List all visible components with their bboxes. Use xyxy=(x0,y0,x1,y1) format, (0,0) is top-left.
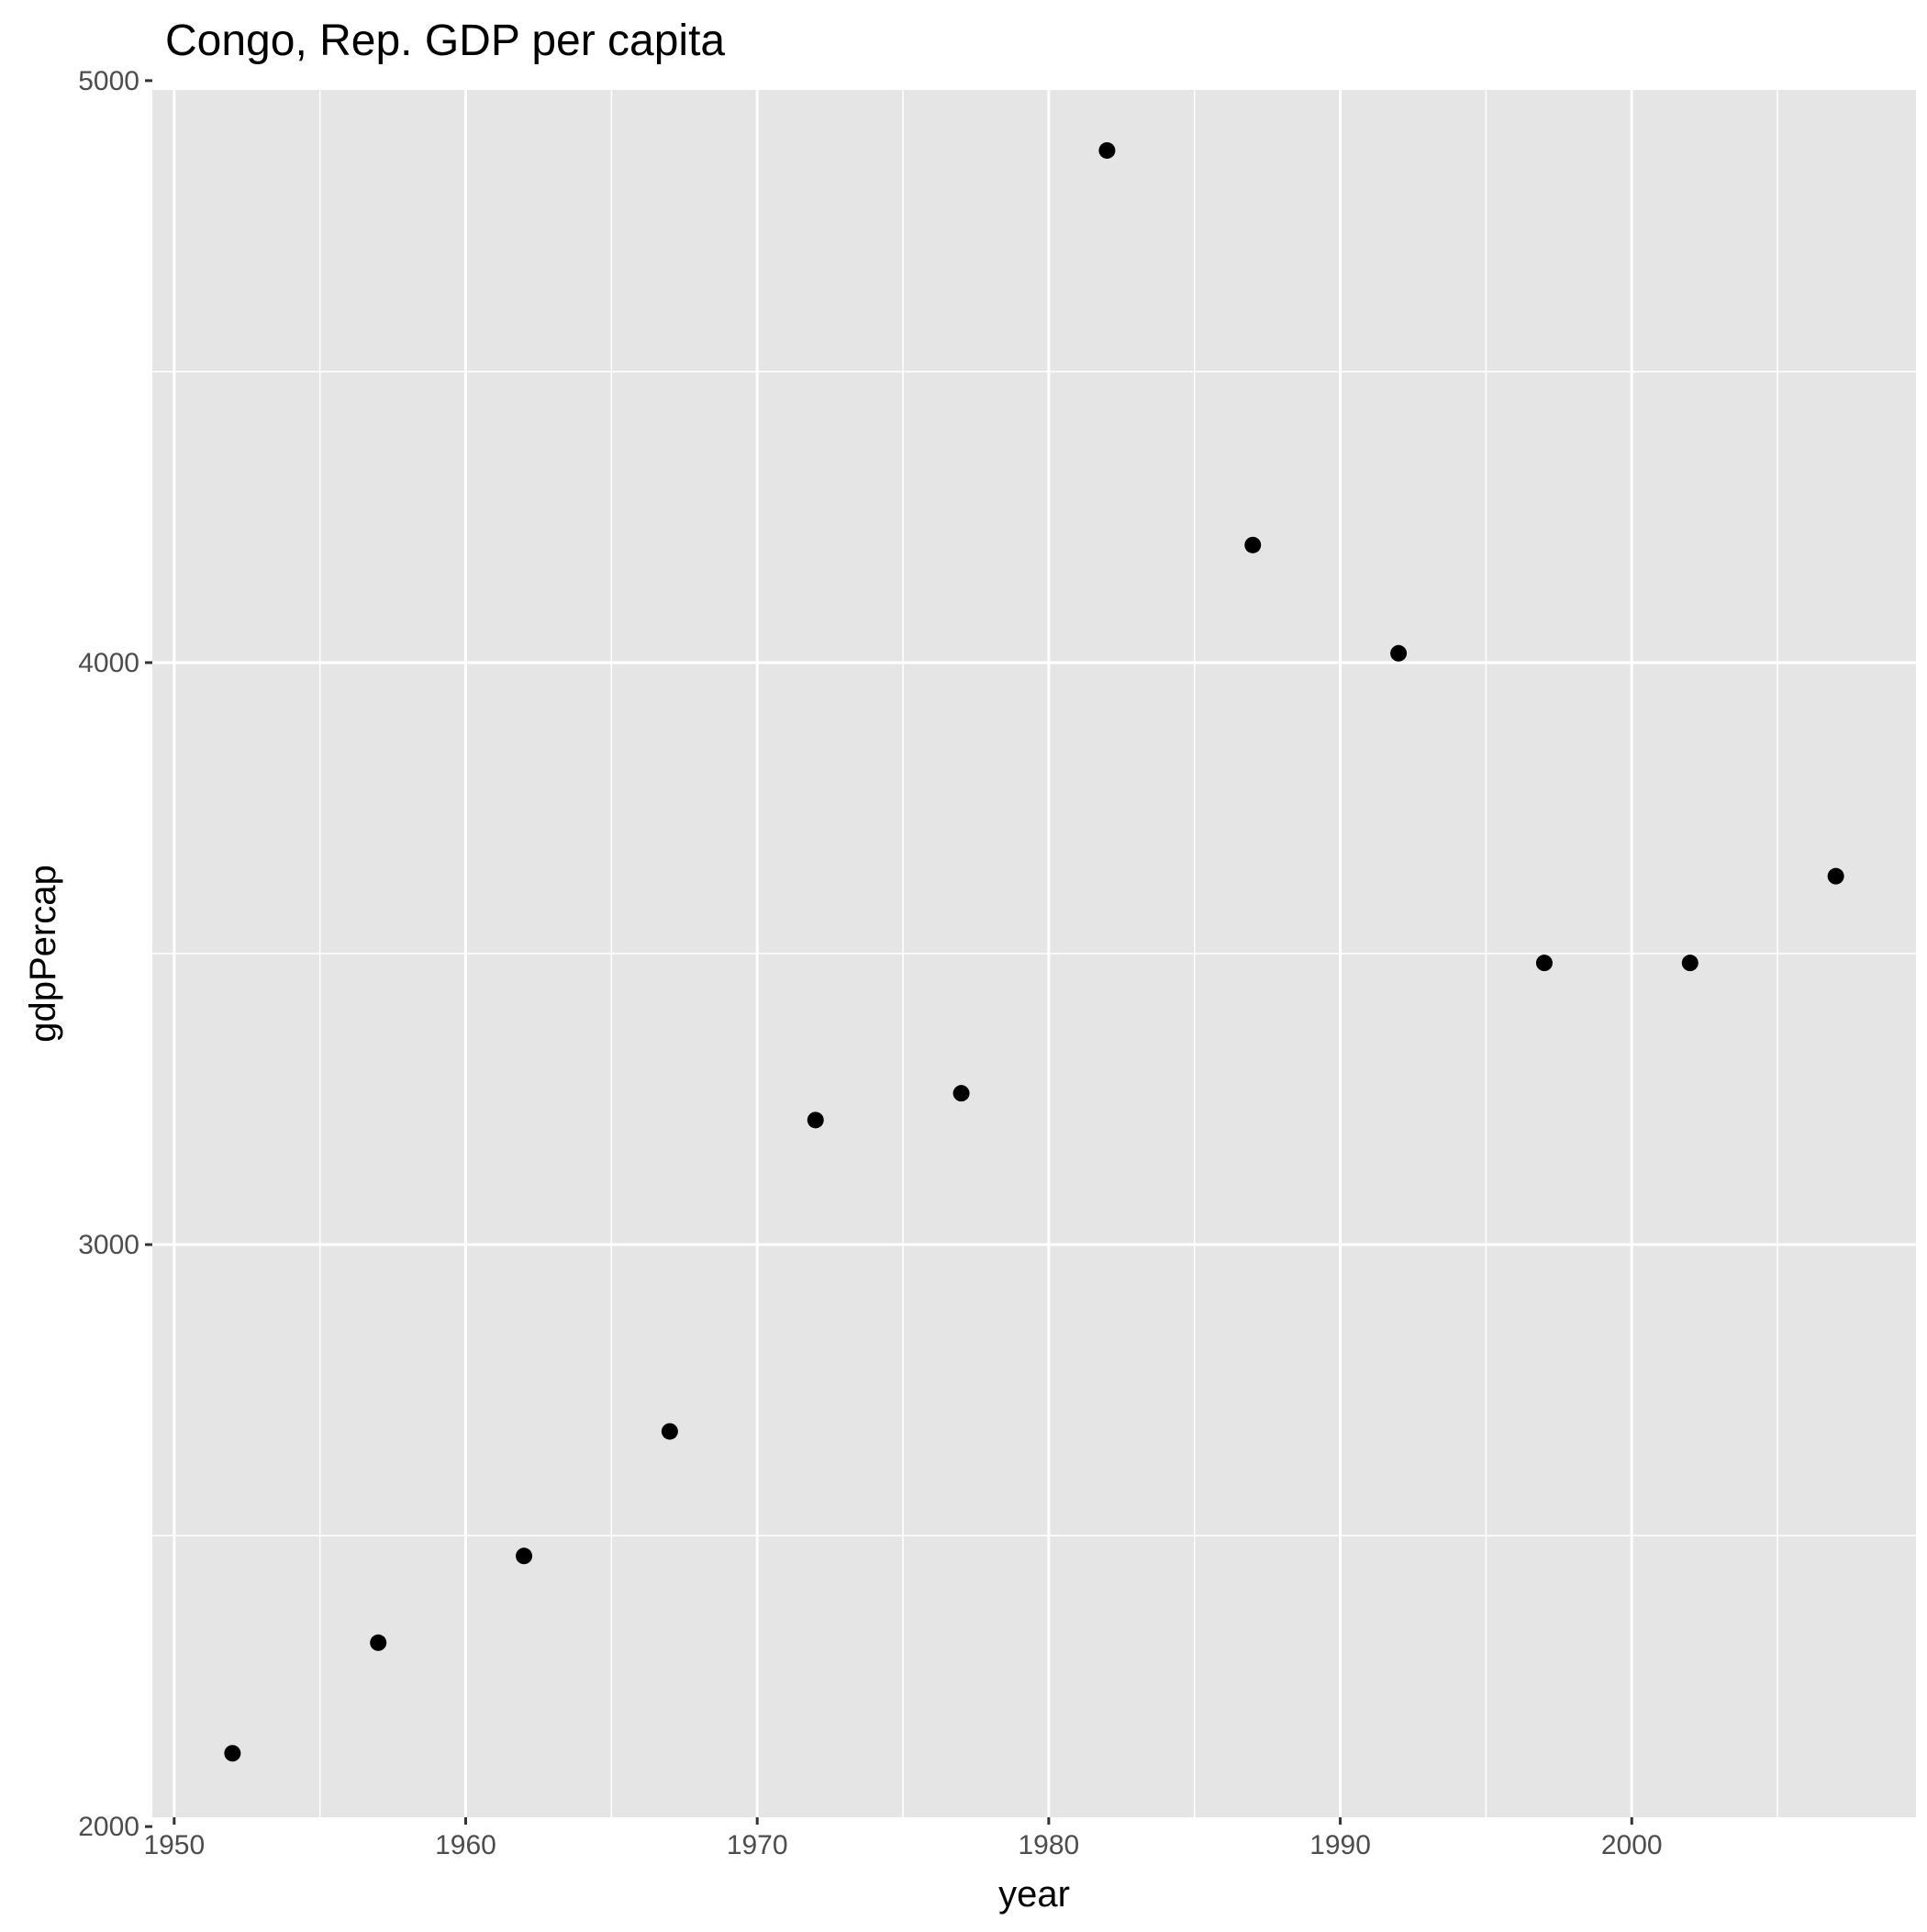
data-point xyxy=(661,1423,678,1440)
x-tick-label: 1980 xyxy=(1019,1830,1080,1860)
x-tick-label: 1960 xyxy=(435,1830,496,1860)
data-point xyxy=(807,1111,824,1129)
data-point xyxy=(952,1085,970,1102)
x-tick-label: 2000 xyxy=(1601,1830,1663,1860)
y-axis: 2000 3000 4000 5000 xyxy=(78,66,152,1842)
data-point xyxy=(1827,867,1844,885)
data-point xyxy=(1390,644,1408,662)
data-point xyxy=(1535,955,1553,972)
data-point xyxy=(1681,955,1699,972)
x-axis-title: year xyxy=(998,1874,1070,1915)
data-point xyxy=(1244,536,1262,553)
y-axis-title: gdpPercap xyxy=(23,865,63,1042)
data-point xyxy=(1098,141,1116,159)
x-tick-label: 1970 xyxy=(727,1830,788,1860)
data-point xyxy=(370,1634,387,1651)
major-gridlines xyxy=(152,79,1916,1828)
y-tick-label: 4000 xyxy=(78,648,139,678)
x-tick-label: 1950 xyxy=(143,1830,205,1860)
y-tick-label: 2000 xyxy=(78,1812,139,1842)
data-point xyxy=(224,1745,241,1762)
data-point xyxy=(516,1547,533,1565)
x-axis: 1950 1960 1970 1980 1990 2000 xyxy=(143,1817,1663,1860)
chart-title: Congo, Rep. GDP per capita xyxy=(165,17,725,65)
minor-gridlines xyxy=(152,90,1916,1817)
x-tick-label: 1990 xyxy=(1309,1830,1371,1860)
data-points xyxy=(224,141,1844,1762)
y-tick-label: 5000 xyxy=(78,66,139,96)
y-tick-label: 3000 xyxy=(78,1230,139,1260)
